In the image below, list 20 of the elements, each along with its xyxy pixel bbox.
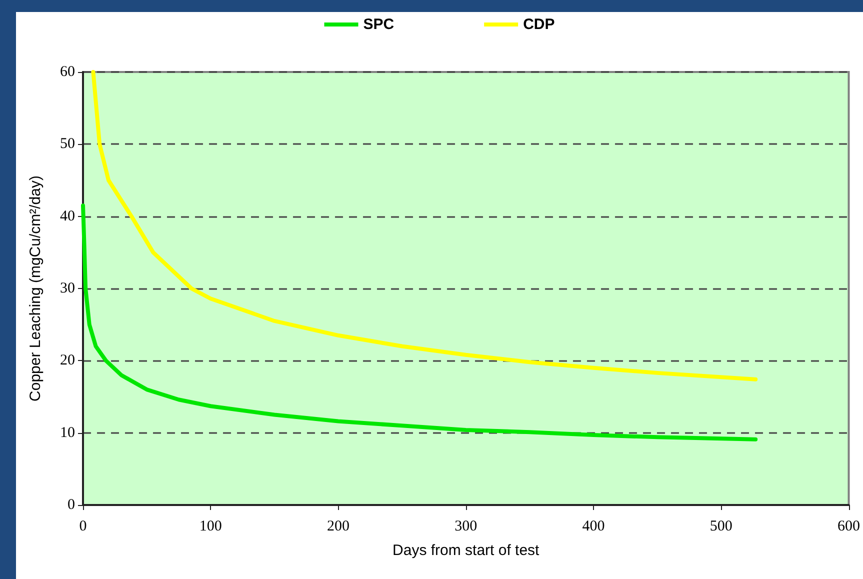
x-tick-label: 300: [454, 518, 478, 534]
x-tick-label: 200: [327, 518, 350, 534]
x-tick-label: 500: [710, 518, 732, 534]
x-tick-label: 400: [582, 518, 605, 534]
x-axis-title: Days from start of test: [392, 542, 540, 559]
line-series: [91, 70, 758, 382]
legend-label: SPC: [363, 16, 394, 33]
x-tick-label: 600: [838, 518, 860, 534]
legend-label: CDP: [523, 16, 555, 33]
y-axis-title: Copper Leaching (mgCu/cm²/day): [27, 176, 44, 402]
y-tick-label: 20: [60, 352, 75, 369]
x-tick-label: 100: [199, 518, 222, 534]
y-tick-label: 40: [60, 208, 75, 224]
x-tick-label: 0: [79, 518, 87, 534]
y-tick-label: 0: [68, 497, 75, 513]
y-tick-label: 10: [60, 424, 75, 441]
y-tick-label: 30: [60, 280, 75, 296]
line-series: [81, 204, 758, 442]
y-tick-label: 60: [60, 64, 75, 80]
y-tick-label: 50: [60, 136, 75, 152]
